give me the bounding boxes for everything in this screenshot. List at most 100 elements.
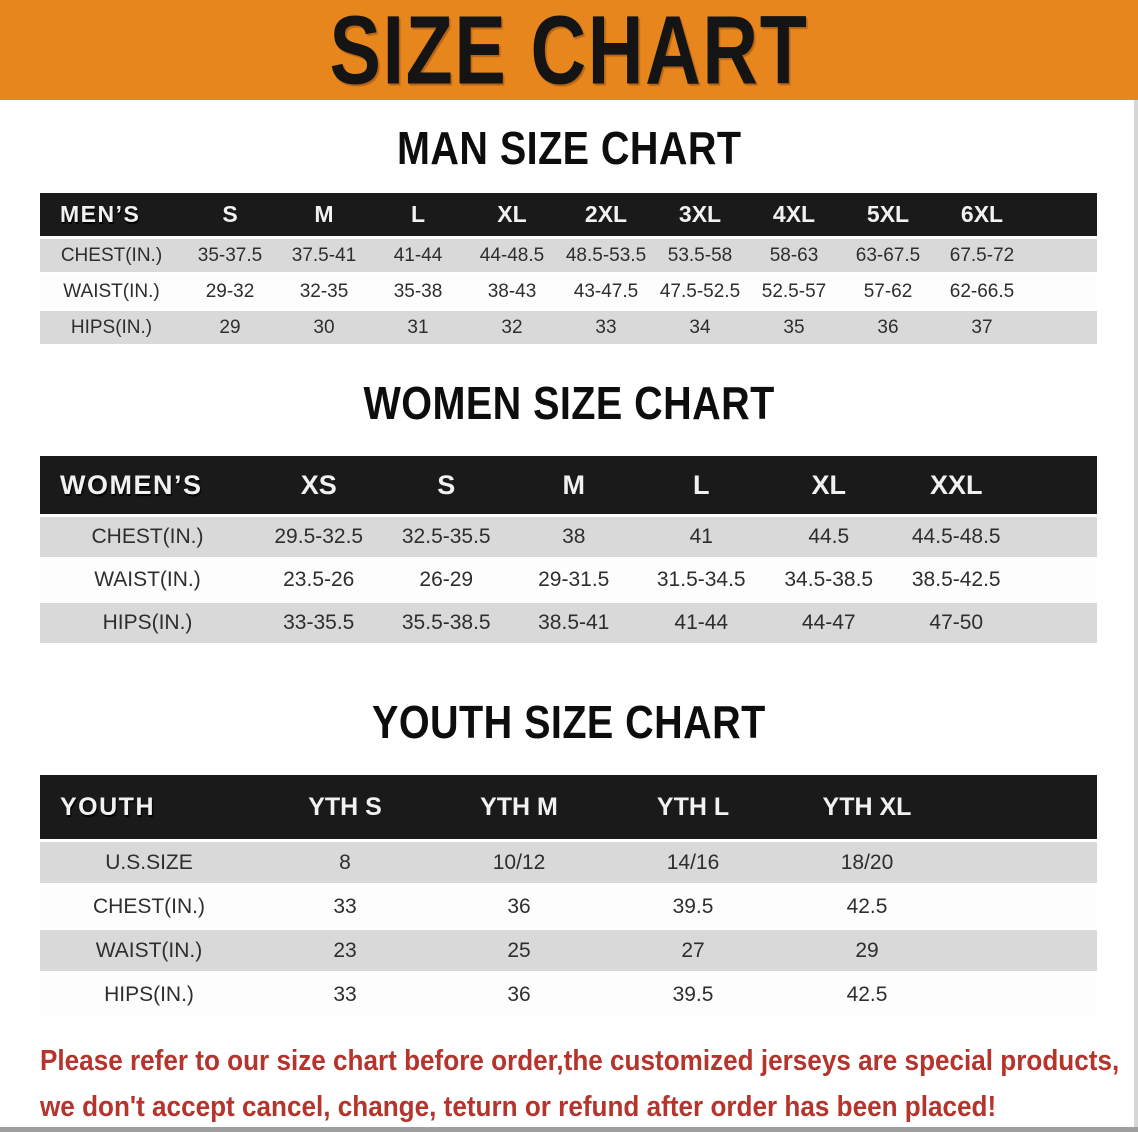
size-value-cell: 38 xyxy=(510,517,638,557)
table-row: HIPS(IN.) 33-35.5 35.5-38.5 38.5-41 41-44 44-… xyxy=(40,603,1097,643)
size-value-cell: 32-35 xyxy=(277,275,371,308)
size-value-cell: 29 xyxy=(183,311,277,344)
table-row: HIPS(IN.) 33 36 39.5 42.5 xyxy=(40,974,1097,1015)
table-row: HIPS(IN.) 29 30 31 32 33 34 35 36 37 xyxy=(40,311,1097,344)
header-row: WOMEN’S XS S M L XL XXL xyxy=(40,456,1097,514)
column-header: M xyxy=(510,456,638,514)
row-spacer xyxy=(1020,603,1097,643)
size-value-cell: 34 xyxy=(653,311,747,344)
column-header: L xyxy=(371,193,465,236)
row-spacer xyxy=(954,974,1097,1015)
row-spacer xyxy=(1020,517,1097,557)
row-label: HIPS(IN.) xyxy=(40,603,255,643)
header-spacer xyxy=(1029,193,1097,236)
size-value-cell: 67.5-72 xyxy=(935,239,1029,272)
corner-label: WOMEN’S xyxy=(40,456,255,514)
table-row: CHEST(IN.) 33 36 39.5 42.5 xyxy=(40,886,1097,927)
table-row: WAIST(IN.) 23 25 27 29 xyxy=(40,930,1097,971)
column-header: YTH M xyxy=(432,775,606,839)
table-row: CHEST(IN.) 35-37.5 37.5-41 41-44 44-48.5 48.5… xyxy=(40,239,1097,272)
size-value-cell: 33 xyxy=(559,311,653,344)
size-value-cell: 35.5-38.5 xyxy=(382,603,510,643)
size-value-cell: 41-44 xyxy=(637,603,765,643)
size-value-cell: 58-63 xyxy=(747,239,841,272)
column-header: S xyxy=(183,193,277,236)
row-label: HIPS(IN.) xyxy=(40,311,183,344)
size-value-cell: 10/12 xyxy=(432,842,606,883)
disclaimer-text: Please refer to our size chart before or… xyxy=(40,1038,1120,1130)
size-value-cell: 62-66.5 xyxy=(935,275,1029,308)
row-label: HIPS(IN.) xyxy=(40,974,258,1015)
table-row: CHEST(IN.) 29.5-32.5 32.5-35.5 38 41 44.5 44.5… xyxy=(40,517,1097,557)
heading-text: MAN SIZE CHART xyxy=(396,122,742,174)
size-value-cell: 53.5-58 xyxy=(653,239,747,272)
size-value-cell: 43-47.5 xyxy=(559,275,653,308)
size-value-cell: 27 xyxy=(606,930,780,971)
corner-label: YOUTH xyxy=(40,775,258,839)
size-value-cell: 35-38 xyxy=(371,275,465,308)
size-value-cell: 47-50 xyxy=(892,603,1020,643)
column-header: 4XL xyxy=(747,193,841,236)
size-value-cell: 29-31.5 xyxy=(510,560,638,600)
size-value-cell: 23.5-26 xyxy=(255,560,383,600)
size-value-cell: 8 xyxy=(258,842,432,883)
size-value-cell: 47.5-52.5 xyxy=(653,275,747,308)
heading-text: WOMEN SIZE CHART xyxy=(363,377,775,429)
size-value-cell: 44-47 xyxy=(765,603,893,643)
row-spacer xyxy=(1020,560,1097,600)
men-section-heading: MAN SIZE CHART xyxy=(0,124,1138,172)
size-value-cell: 44.5-48.5 xyxy=(892,517,1020,557)
size-tables-container: MAN SIZE CHART MEN’S S M L XL 2XL 3XL 4XL 5XL 6XL C… xyxy=(0,124,1138,1018)
disclaimer-line-2: we don't accept cancel, change, teturn o… xyxy=(40,1091,997,1123)
column-header: 5XL xyxy=(841,193,935,236)
row-label: WAIST(IN.) xyxy=(40,560,255,600)
size-chart-banner: SIZE CHART xyxy=(0,0,1138,100)
column-header: M xyxy=(277,193,371,236)
column-header: XL xyxy=(465,193,559,236)
row-spacer xyxy=(954,930,1097,971)
youth-size-table: YOUTH YTH S YTH M YTH L YTH XL U.S.SIZE 8 10/12… xyxy=(40,772,1097,1018)
corner-label: MEN’S xyxy=(40,193,183,236)
size-value-cell: 39.5 xyxy=(606,974,780,1015)
column-header: 3XL xyxy=(653,193,747,236)
size-value-cell: 41-44 xyxy=(371,239,465,272)
column-header: YTH S xyxy=(258,775,432,839)
size-value-cell: 38.5-42.5 xyxy=(892,560,1020,600)
size-value-cell: 33-35.5 xyxy=(255,603,383,643)
size-value-cell: 33 xyxy=(258,886,432,927)
image-bottom-edge xyxy=(0,1127,1138,1132)
size-value-cell: 29 xyxy=(780,930,954,971)
disclaimer-line-1: Please refer to our size chart before or… xyxy=(40,1045,1120,1077)
header-row: MEN’S S M L XL 2XL 3XL 4XL 5XL 6XL xyxy=(40,193,1097,236)
size-value-cell: 26-29 xyxy=(382,560,510,600)
row-label: WAIST(IN.) xyxy=(40,275,183,308)
size-value-cell: 38-43 xyxy=(465,275,559,308)
size-value-cell: 36 xyxy=(432,886,606,927)
row-label: U.S.SIZE xyxy=(40,842,258,883)
size-value-cell: 44-48.5 xyxy=(465,239,559,272)
column-header: YTH XL xyxy=(780,775,954,839)
row-spacer xyxy=(1029,239,1097,272)
men-size-table: MEN’S S M L XL 2XL 3XL 4XL 5XL 6XL CHEST(IN.) 35-37… xyxy=(40,190,1097,347)
row-label: CHEST(IN.) xyxy=(40,886,258,927)
size-value-cell: 18/20 xyxy=(780,842,954,883)
size-value-cell: 32 xyxy=(465,311,559,344)
column-header: 2XL xyxy=(559,193,653,236)
size-value-cell: 31 xyxy=(371,311,465,344)
size-value-cell: 37 xyxy=(935,311,1029,344)
table-row: WAIST(IN.) 23.5-26 26-29 29-31.5 31.5-34.5 34… xyxy=(40,560,1097,600)
size-value-cell: 31.5-34.5 xyxy=(637,560,765,600)
column-header: S xyxy=(382,456,510,514)
size-value-cell: 35-37.5 xyxy=(183,239,277,272)
size-value-cell: 38.5-41 xyxy=(510,603,638,643)
row-spacer xyxy=(1029,311,1097,344)
youth-section-heading: YOUTH SIZE CHART xyxy=(0,698,1138,746)
size-value-cell: 30 xyxy=(277,311,371,344)
row-label: CHEST(IN.) xyxy=(40,517,255,557)
size-value-cell: 36 xyxy=(841,311,935,344)
header-row: YOUTH YTH S YTH M YTH L YTH XL xyxy=(40,775,1097,839)
size-value-cell: 36 xyxy=(432,974,606,1015)
size-value-cell: 42.5 xyxy=(780,886,954,927)
size-value-cell: 29-32 xyxy=(183,275,277,308)
column-header: XL xyxy=(765,456,893,514)
